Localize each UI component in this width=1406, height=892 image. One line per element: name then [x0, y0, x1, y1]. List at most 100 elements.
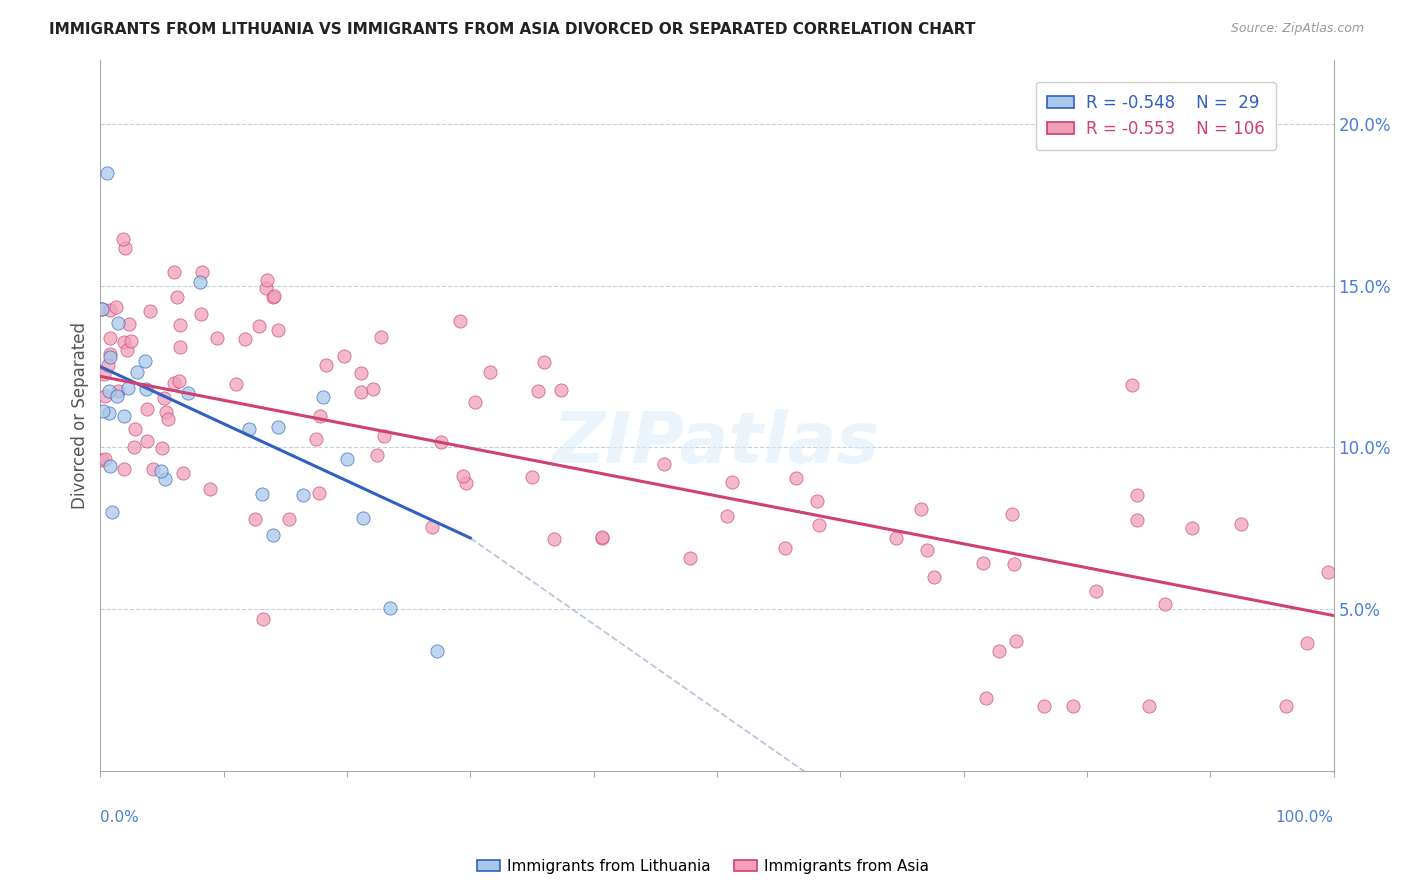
Point	[124, 422, 146, 436]
Point	[225, 376, 247, 391]
Point	[124, 440, 146, 454]
Point	[1000, 507, 1022, 521]
Point	[1230, 517, 1253, 532]
Point	[1062, 699, 1084, 714]
Point	[233, 332, 256, 346]
Point	[97, 384, 120, 399]
Point	[169, 318, 191, 333]
Point	[267, 323, 290, 337]
Point	[426, 644, 449, 658]
Point	[262, 528, 284, 542]
Point	[591, 531, 613, 545]
Point	[155, 405, 177, 419]
Point	[350, 366, 373, 380]
Point	[96, 166, 118, 180]
Point	[98, 458, 121, 473]
Point	[1126, 513, 1149, 527]
Point	[309, 409, 332, 423]
Point	[139, 303, 162, 318]
Point	[807, 517, 830, 532]
Point	[924, 570, 946, 584]
Point	[117, 381, 139, 395]
Point	[1032, 699, 1054, 714]
Point	[150, 464, 173, 478]
Point	[785, 471, 807, 485]
Point	[107, 316, 129, 330]
Point	[1005, 634, 1028, 648]
Text: ZIPatlas: ZIPatlas	[554, 409, 880, 478]
Point	[104, 300, 127, 314]
Text: 100.0%: 100.0%	[1275, 810, 1334, 825]
Point	[464, 395, 486, 409]
Point	[291, 488, 314, 502]
Point	[454, 476, 477, 491]
Point	[1154, 597, 1177, 611]
Point	[550, 383, 572, 397]
Point	[163, 265, 186, 279]
Point	[972, 556, 994, 570]
Point	[312, 390, 335, 404]
Point	[112, 461, 135, 475]
Point	[169, 340, 191, 354]
Point	[1296, 636, 1319, 650]
Point	[155, 472, 177, 486]
Point	[153, 391, 176, 405]
Y-axis label: Divorced or Separated: Divorced or Separated	[72, 322, 89, 508]
Point	[172, 467, 194, 481]
Point	[1180, 521, 1202, 535]
Point	[190, 307, 212, 321]
Point	[305, 432, 328, 446]
Point	[136, 402, 159, 417]
Point	[352, 511, 374, 525]
Point	[256, 273, 278, 287]
Point	[1121, 378, 1143, 392]
Point	[420, 520, 443, 534]
Point	[652, 457, 675, 471]
Point	[163, 376, 186, 390]
Point	[90, 301, 112, 316]
Point	[430, 435, 453, 450]
Point	[915, 542, 938, 557]
Point	[988, 644, 1011, 658]
Point	[243, 512, 266, 526]
Point	[315, 359, 337, 373]
Point	[97, 406, 120, 420]
Point	[267, 420, 290, 434]
Point	[120, 334, 142, 348]
Point	[449, 314, 471, 328]
Legend: Immigrants from Lithuania, Immigrants from Asia: Immigrants from Lithuania, Immigrants fr…	[471, 853, 935, 880]
Point	[136, 434, 159, 449]
Point	[90, 452, 112, 467]
Point	[191, 264, 214, 278]
Point	[1275, 699, 1298, 714]
Point	[308, 486, 330, 500]
Point	[773, 541, 796, 556]
Point	[373, 429, 395, 443]
Point	[249, 318, 271, 333]
Point	[97, 358, 120, 372]
Legend: R = -0.548    N =  29, R = -0.553    N = 106: R = -0.548 N = 29, R = -0.553 N = 106	[1036, 82, 1277, 150]
Point	[101, 505, 124, 519]
Point	[254, 281, 277, 295]
Text: IMMIGRANTS FROM LITHUANIA VS IMMIGRANTS FROM ASIA DIVORCED OR SEPARATED CORRELAT: IMMIGRANTS FROM LITHUANIA VS IMMIGRANTS …	[49, 22, 976, 37]
Point	[884, 531, 907, 545]
Point	[90, 301, 112, 316]
Point	[520, 470, 543, 484]
Point	[370, 330, 392, 344]
Point	[91, 404, 114, 418]
Point	[333, 349, 356, 363]
Point	[277, 512, 299, 526]
Point	[114, 241, 136, 255]
Point	[156, 411, 179, 425]
Point	[125, 365, 148, 379]
Point	[1137, 699, 1160, 714]
Point	[679, 551, 702, 566]
Point	[543, 533, 565, 547]
Point	[806, 494, 828, 508]
Point	[177, 386, 200, 401]
Point	[263, 289, 285, 303]
Point	[150, 441, 173, 455]
Point	[167, 374, 190, 388]
Point	[1002, 557, 1025, 571]
Point	[107, 384, 129, 398]
